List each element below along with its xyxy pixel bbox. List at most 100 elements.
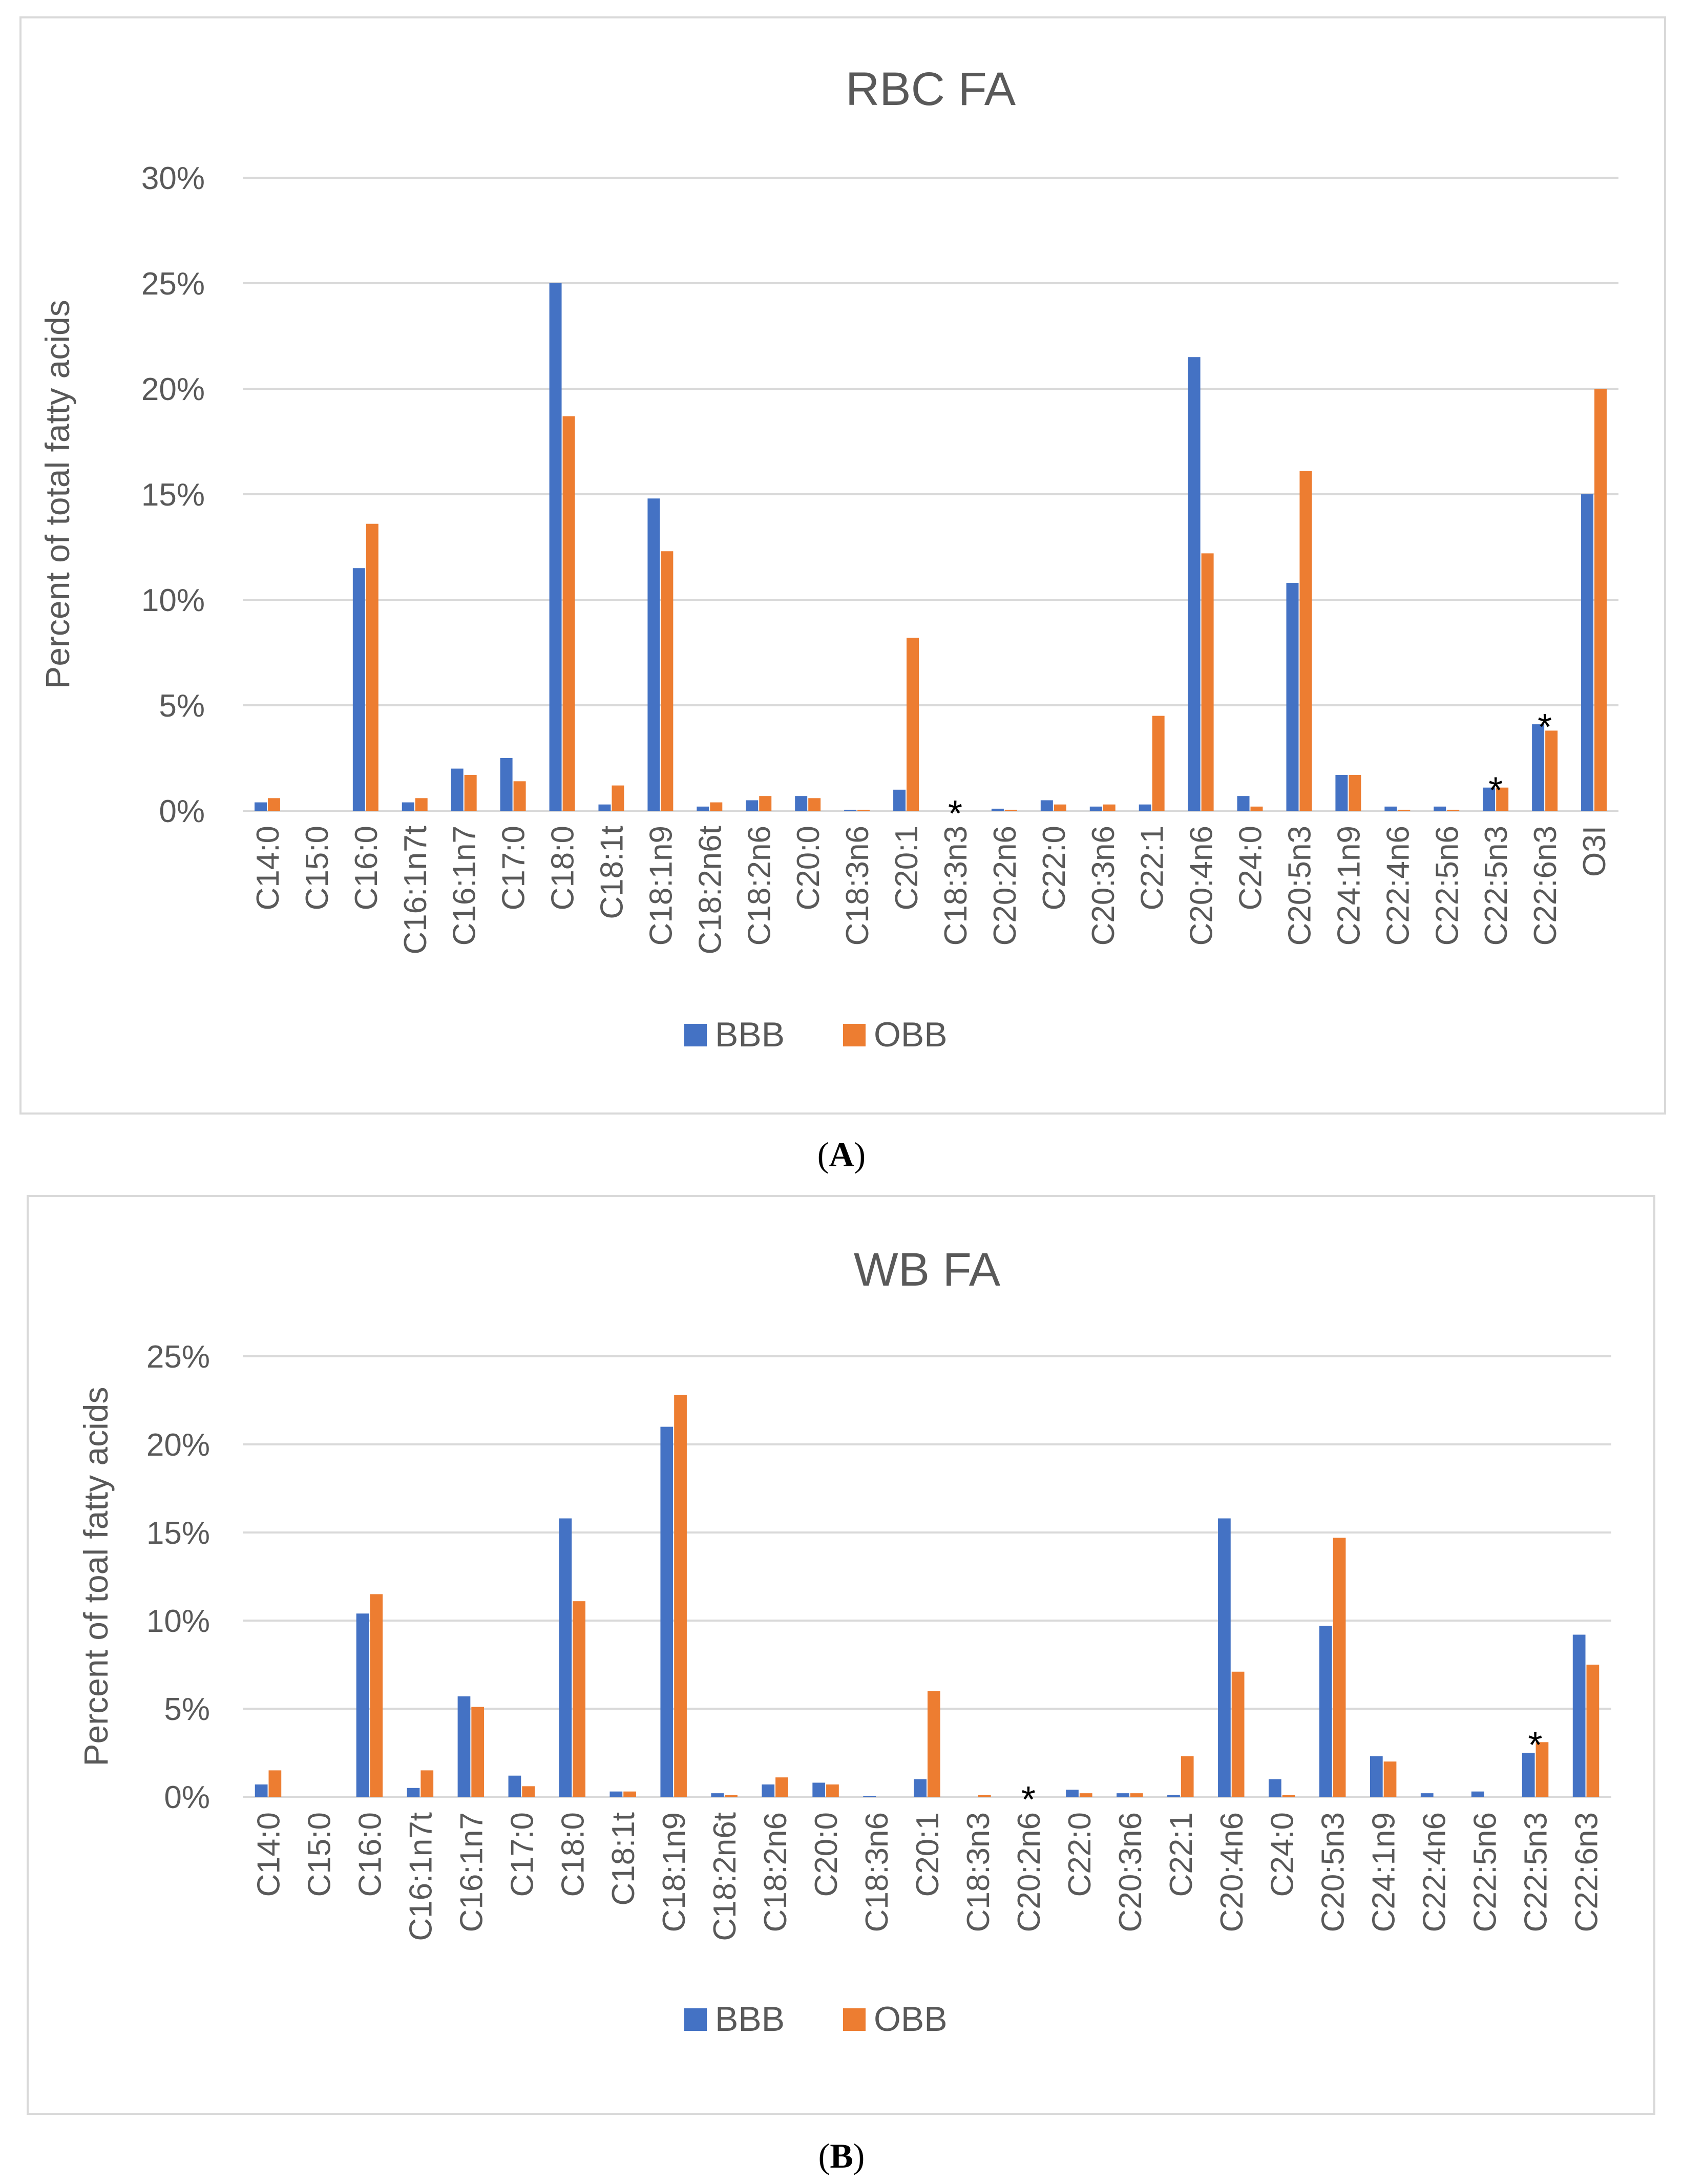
chart-a-bar-bbb-C182n6t: [697, 806, 709, 811]
chart-a-legend-label-obb: OBB: [874, 1015, 948, 1054]
chart-b-xtick-label: C18:2n6t: [707, 1812, 743, 1941]
chart-a-xtick-label: C24:1n9: [1331, 826, 1366, 946]
chart-a-bar-obb-C161n7: [464, 774, 477, 811]
chart-a-xtick-label: O3I: [1577, 826, 1612, 877]
chart-b-bar-bbb-C182n6t: [711, 1793, 724, 1797]
chart-a-bar-bbb-C183n6: [844, 809, 857, 811]
chart-b-xtick-label: C24:0: [1265, 1812, 1300, 1897]
chart-b-bar-obb-C225n3: [1535, 1742, 1549, 1797]
chart-a-xtick-label: C17:0: [496, 826, 532, 910]
chart-b-xtick-label: C22:5n6: [1468, 1812, 1503, 1932]
chart-a-bar-bbb-C202n6: [991, 808, 1004, 811]
chart-b-ytick-label: 25%: [146, 1339, 210, 1375]
chart-a-ytick-label: 15%: [141, 477, 205, 513]
chart-a-bar-bbb-C181t: [598, 804, 611, 811]
chart-a-bar-obb-C181t: [612, 785, 624, 811]
chart-b-legend-label-obb: OBB: [874, 2000, 948, 2039]
chart-a-bar-obb-C203n6: [1103, 804, 1116, 811]
chart-a-bar-obb-C205n3: [1299, 471, 1312, 811]
chart-b-bar-bbb-C224n6: [1420, 1793, 1434, 1797]
chart-a-bar-obb-C224n6: [1398, 809, 1411, 811]
chart-a-bar-obb-O3I: [1594, 389, 1607, 811]
chart-b-bar-bbb-C183n6: [863, 1796, 876, 1797]
chart-b-bar-bbb-C204n6: [1218, 1518, 1231, 1797]
chart-a-legend-label-bbb: BBB: [715, 1015, 785, 1054]
chart-b-bar-obb-C240: [1282, 1795, 1295, 1797]
chart-b-xtick-label: C18:3n6: [859, 1812, 895, 1932]
chart-b-bar-bbb-C170: [508, 1775, 521, 1797]
chart-a-bar-bbb-C140: [254, 802, 267, 811]
chart-a-ytick-label: 5%: [159, 688, 205, 724]
chart-b-significance-asterisk: *: [1528, 1725, 1543, 1766]
chart-a-bar-bbb-C226n3: [1532, 724, 1545, 811]
chart-a-bar-obb-C202n6: [1004, 809, 1017, 811]
chart-a-bar-bbb-C241n9: [1335, 774, 1348, 811]
chart-b-xtick-label: C20:3n6: [1113, 1812, 1148, 1932]
chart-a-xtick-label: C20:3n6: [1086, 826, 1121, 946]
chart-b-bar-obb-C181t: [623, 1791, 636, 1797]
chart-b-xtick-label: C18:3n3: [961, 1812, 996, 1932]
chart-b-bar-bbb-C181t: [609, 1791, 623, 1797]
chart-a-bar-obb-C204n6: [1201, 553, 1214, 811]
chart-b-xtick-label: C18:2n6: [758, 1812, 793, 1932]
chart-b-bar-bbb-C225n3: [1522, 1753, 1535, 1797]
panel-b-frame: [27, 1195, 1655, 2115]
chart-b-ytick-label: 5%: [164, 1692, 210, 1727]
chart-b-bar-obb-C241n9: [1383, 1761, 1397, 1797]
chart-b-xtick-label: C16:1n7t: [403, 1812, 438, 1941]
chart-b-xtick-label: C16:1n7: [454, 1812, 489, 1932]
chart-b-xtick-label: C14:0: [251, 1812, 286, 1897]
chart-a-bar-bbb-C180: [549, 283, 562, 811]
chart-b-bar-bbb-C225n6: [1471, 1791, 1484, 1797]
chart-a-ytick-label: 25%: [141, 266, 205, 302]
chart-a-xtick-label: C16:1n7t: [398, 826, 433, 955]
chart-a-bar-obb-C170: [513, 781, 526, 811]
chart-b-xtick-label: C18:0: [555, 1812, 591, 1897]
chart-b-xtick-label: C22:4n6: [1417, 1812, 1453, 1932]
chart-b-bar-obb-C201: [928, 1691, 940, 1797]
chart-b-xtick-label: C20:0: [809, 1812, 844, 1897]
chart-b-bar-obb-C140: [268, 1770, 282, 1797]
chart-b-bar-bbb-C161n7t: [407, 1788, 420, 1797]
chart-a-bar-bbb-C221: [1139, 804, 1151, 811]
chart-b-bar-bbb-C241n9: [1370, 1756, 1383, 1797]
chart-a-ytick-label: 30%: [141, 161, 205, 196]
chart-a-xtick-label: C16:0: [349, 826, 384, 910]
chart-a-xtick-label: C18:3n6: [840, 826, 875, 946]
chart-a-xtick-label: C22:0: [1037, 826, 1072, 910]
chart-b-xtick-label: C22:6n3: [1569, 1812, 1605, 1932]
chart-a-bar-bbb-C203n6: [1089, 806, 1102, 811]
chart-b-bar-obb-C181n9: [674, 1395, 687, 1797]
chart-a-xtick-label: C20:4n6: [1184, 826, 1219, 946]
chart-b-legend-swatch-obb: [843, 2008, 866, 2031]
chart-a-xtick-label: C22:5n6: [1429, 826, 1465, 946]
chart-panel-a: RBC FA 0% 5% 10% 15% 20% 25% 30% Percent of tota…: [38, 63, 1618, 1054]
chart-a-bar-bbb-C170: [500, 758, 513, 811]
chart-b-bar-obb-C183n3: [978, 1795, 991, 1797]
chart-a-legend-swatch-bbb: [684, 1024, 707, 1046]
chart-a-bar-bbb-C201: [893, 789, 906, 811]
chart-a-xtick-label: C20:1: [889, 826, 924, 910]
chart-a-title: RBC FA: [846, 63, 1016, 115]
chart-a-xtick-label: C18:1n9: [643, 826, 679, 946]
chart-a-xtick-label: C20:2n6: [987, 826, 1023, 946]
chart-a-bar-obb-C221: [1152, 716, 1165, 811]
chart-b-xtick-label: C18:1n9: [657, 1812, 692, 1932]
chart-b-xtick-label: C22:0: [1062, 1812, 1098, 1897]
panel-label-a: (A): [817, 1135, 866, 1174]
chart-b-xtick-label: C15:0: [302, 1812, 337, 1897]
chart-b-ytick-label: 0%: [164, 1780, 210, 1815]
chart-a-significance-asterisk: *: [1538, 707, 1552, 748]
chart-a-xtick-label: C18:1t: [594, 826, 629, 919]
chart-b-bar-obb-C180: [573, 1601, 585, 1797]
chart-b-legend-swatch-bbb: [684, 2008, 707, 2031]
chart-b-bar-obb-C226n3: [1586, 1665, 1600, 1797]
chart-a-bar-bbb-C161n7: [451, 768, 464, 811]
chart-b-bar-bbb-C226n3: [1572, 1634, 1586, 1797]
chart-b-xtick-label: C20:2n6: [1012, 1812, 1047, 1932]
chart-b-bar-bbb-C205n3: [1319, 1626, 1332, 1797]
chart-b-bar-obb-C182n6t: [725, 1795, 738, 1797]
chart-b-bar-bbb-C200: [812, 1782, 826, 1797]
chart-a-bar-obb-C182n6: [759, 796, 772, 811]
